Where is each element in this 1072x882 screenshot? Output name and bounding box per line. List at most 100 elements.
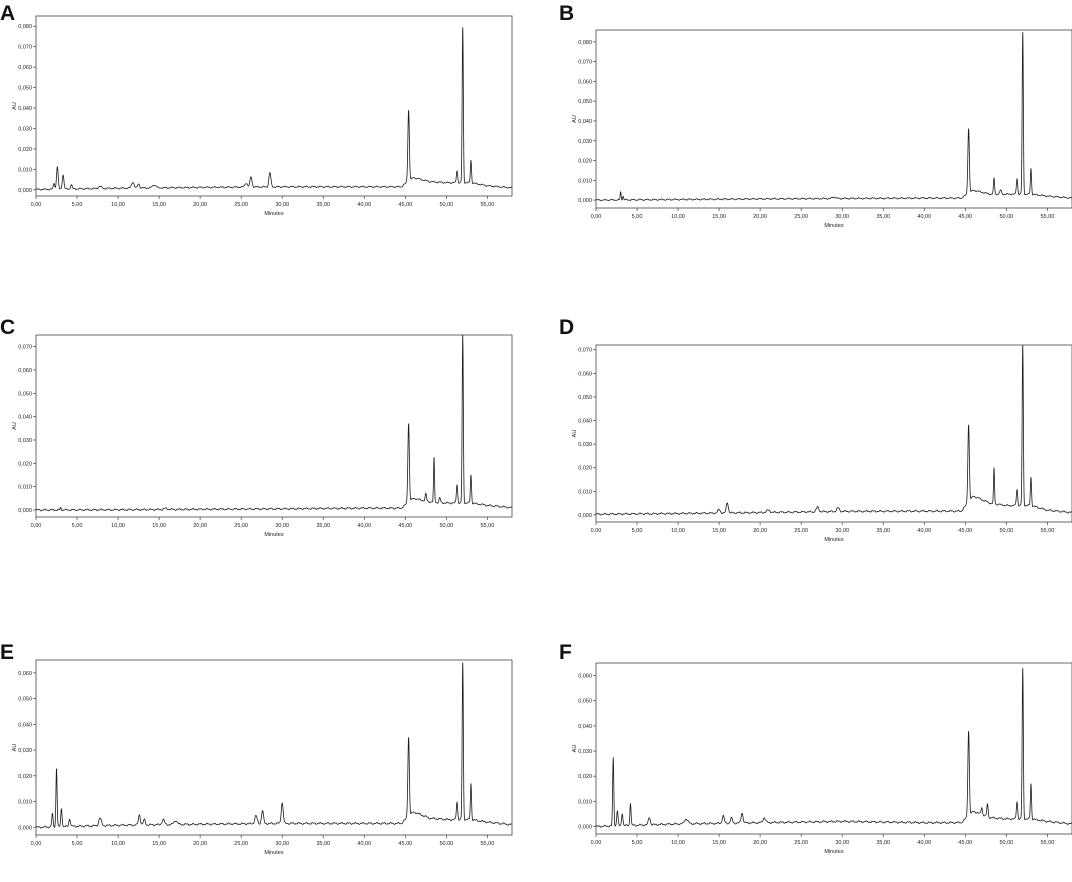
chromatogram-chart: 0,000 0,010 0,020 0,030 0,040 0,050 0,060 0,00 5… xyxy=(12,659,513,856)
x-tick-label: 40,00 xyxy=(357,523,371,529)
x-tick-label: 25,00 xyxy=(234,202,248,208)
chromatogram-chart: 0,000 0,010 0,020 0,030 0,040 0,050 0,060 0,00 5… xyxy=(572,662,1072,855)
x-tick-label: 20,00 xyxy=(753,528,767,534)
x-tick-label: 50,00 xyxy=(999,214,1013,220)
y-axis-label: AU xyxy=(572,115,578,123)
y-tick-label: 0,030 xyxy=(578,139,592,145)
y-tick-label: 0,020 xyxy=(578,466,592,472)
y-tick-label: 0,030 xyxy=(18,748,32,754)
x-tick-label: 5,00 xyxy=(72,841,83,847)
y-axis-label: AU xyxy=(572,745,578,753)
x-axis-label: Minutes xyxy=(824,849,844,855)
x-tick-label: 20,00 xyxy=(753,840,767,846)
y-axis-label: AU xyxy=(12,422,18,430)
chromatogram-chart: 0,000 0,010 0,020 0,030 0,040 0,050 0,060 0,070… xyxy=(572,344,1072,543)
y-tick-label: 0,000 xyxy=(578,198,592,204)
panel-letter: E xyxy=(0,641,15,664)
y-tick-label: 0,010 xyxy=(18,800,32,806)
panel-letter: D xyxy=(559,316,575,339)
x-tick-label: 50,00 xyxy=(439,202,453,208)
plot-frame xyxy=(35,15,513,197)
x-tick-label: 20,00 xyxy=(193,841,207,847)
y-tick-label: 0,010 xyxy=(18,485,32,491)
x-tick-label: 50,00 xyxy=(999,840,1013,846)
y-tick-label: 0,030 xyxy=(18,438,32,444)
x-tick-label: 30,00 xyxy=(275,202,289,208)
y-tick-label: 0,010 xyxy=(578,489,592,495)
panel-letter: F xyxy=(559,641,572,664)
panel-letter: A xyxy=(0,2,16,25)
y-tick-label: 0,050 xyxy=(18,86,32,92)
y-tick-label: 0,020 xyxy=(18,461,32,467)
x-tick-label: 55,00 xyxy=(480,841,494,847)
x-tick-label: 20,00 xyxy=(193,202,207,208)
chromatogram-trace xyxy=(35,334,513,512)
y-tick-label: 0,040 xyxy=(18,106,32,112)
x-tick-label: 5,00 xyxy=(632,528,643,534)
x-tick-label: 25,00 xyxy=(234,841,248,847)
x-tick-label: 30,00 xyxy=(275,523,289,529)
x-tick-label: 25,00 xyxy=(234,523,248,529)
chromatogram-trace xyxy=(35,27,513,191)
x-tick-label: 0,00 xyxy=(31,202,42,208)
x-tick-label: 15,00 xyxy=(152,841,166,847)
y-tick-label: 0,030 xyxy=(18,127,32,133)
x-tick-label: 15,00 xyxy=(712,528,726,534)
y-tick-label: 0,010 xyxy=(578,799,592,805)
chromatogram-trace xyxy=(35,662,513,829)
x-tick-label: 35,00 xyxy=(876,840,890,846)
y-tick-label: 0,060 xyxy=(18,671,32,677)
y-tick-label: 0,040 xyxy=(18,722,32,728)
x-tick-label: 55,00 xyxy=(1040,528,1054,534)
plot-frame xyxy=(595,662,1072,835)
x-tick-label: 20,00 xyxy=(753,214,767,220)
x-tick-label: 0,00 xyxy=(31,841,42,847)
y-tick-label: 0,030 xyxy=(578,749,592,755)
x-tick-label: 40,00 xyxy=(357,202,371,208)
x-tick-label: 35,00 xyxy=(316,841,330,847)
x-tick-label: 30,00 xyxy=(835,528,849,534)
y-tick-label: 0,070 xyxy=(578,60,592,66)
chromatogram-chart: 0,000 0,010 0,020 0,030 0,040 0,050 0,060 0,070… xyxy=(12,15,513,217)
x-tick-label: 10,00 xyxy=(671,214,685,220)
y-axis-label: AU xyxy=(12,102,18,110)
x-tick-label: 15,00 xyxy=(152,202,166,208)
x-tick-label: 45,00 xyxy=(958,528,972,534)
x-tick-label: 30,00 xyxy=(835,840,849,846)
y-tick-label: 0,080 xyxy=(18,24,32,30)
panel-letter: B xyxy=(559,2,575,25)
x-tick-label: 50,00 xyxy=(439,841,453,847)
y-tick-label: 0,070 xyxy=(578,348,592,354)
x-tick-label: 55,00 xyxy=(1040,214,1054,220)
y-tick-label: 0,020 xyxy=(578,774,592,780)
x-tick-label: 40,00 xyxy=(917,840,931,846)
x-tick-label: 10,00 xyxy=(671,528,685,534)
y-tick-label: 0,060 xyxy=(18,368,32,374)
y-tick-label: 0,000 xyxy=(578,513,592,519)
y-tick-label: 0,030 xyxy=(578,442,592,448)
x-axis-label: Minutes xyxy=(824,537,844,543)
x-tick-label: 5,00 xyxy=(72,202,83,208)
x-tick-label: 45,00 xyxy=(958,840,972,846)
x-tick-label: 10,00 xyxy=(111,202,125,208)
y-tick-label: 0,050 xyxy=(18,391,32,397)
x-tick-label: 15,00 xyxy=(152,523,166,529)
x-tick-label: 25,00 xyxy=(794,528,808,534)
y-tick-label: 0,050 xyxy=(578,99,592,105)
x-axis-label: Minutes xyxy=(264,211,284,217)
x-tick-label: 10,00 xyxy=(671,840,685,846)
x-tick-label: 35,00 xyxy=(316,523,330,529)
x-tick-label: 15,00 xyxy=(712,214,726,220)
y-tick-label: 0,000 xyxy=(18,825,32,831)
chromatogram-chart: 0,000 0,010 0,020 0,030 0,040 0,050 0,060 0,070… xyxy=(572,29,1072,229)
chromatogram-trace xyxy=(595,31,1072,202)
chromatogram-trace xyxy=(595,667,1072,828)
y-tick-label: 0,060 xyxy=(18,65,32,71)
plot-frame xyxy=(35,659,513,836)
y-tick-label: 0,040 xyxy=(578,724,592,730)
plot-frame xyxy=(35,334,513,518)
y-tick-label: 0,010 xyxy=(578,178,592,184)
x-tick-label: 30,00 xyxy=(835,214,849,220)
x-tick-label: 35,00 xyxy=(876,214,890,220)
y-tick-label: 0,020 xyxy=(18,774,32,780)
